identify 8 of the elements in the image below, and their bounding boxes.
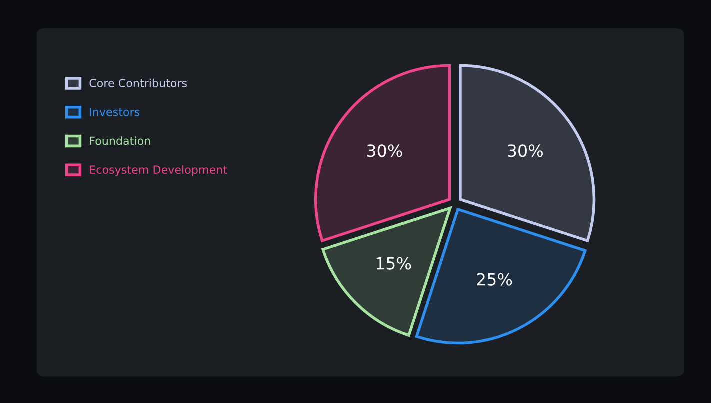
legend-label: Ecosystem Development <box>90 165 228 176</box>
data-label: 30% <box>367 144 402 158</box>
legend-label: Foundation <box>90 136 150 146</box>
legend-label: Investors <box>90 108 140 116</box>
data-label: 30% <box>508 144 543 158</box>
data-label: 15% <box>376 257 412 270</box>
legend-label: Core Contributors <box>90 78 188 88</box>
data-label: 25% <box>477 273 512 286</box>
